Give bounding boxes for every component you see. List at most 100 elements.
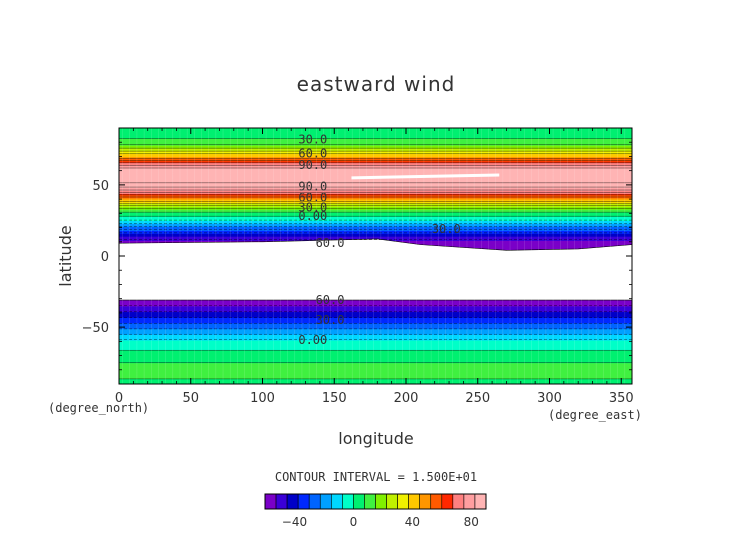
band-cell [119, 379, 632, 382]
band-cell [119, 210, 632, 213]
colorbar-cell [286, 493, 299, 510]
band-cell [119, 160, 632, 163]
band-cell [119, 322, 632, 325]
colorbar-tick-label: 80 [464, 515, 479, 529]
band-cell [119, 369, 632, 372]
band-cell [119, 147, 632, 150]
band-cell [119, 349, 632, 352]
contour-lines [119, 138, 632, 380]
band-cell [119, 184, 632, 187]
band-cell [119, 187, 632, 190]
y-axis-unit: (degree_north) [48, 401, 149, 415]
band-cell [119, 362, 632, 365]
band-cell [119, 331, 632, 334]
band-cell [119, 341, 632, 344]
colorbar-cell [397, 493, 409, 510]
colorbar-cell [474, 493, 487, 510]
band-cell [119, 317, 632, 320]
colorbar-cell [364, 493, 376, 510]
band-cell [119, 200, 632, 203]
plot-area: 30.060.090.090.060.030.00.0030.060.060.0… [119, 128, 632, 384]
band-cell [119, 220, 632, 223]
y-tick-label: 0 [101, 250, 109, 265]
band-cell [119, 209, 632, 212]
colorbar-cell [408, 493, 420, 510]
colorbar-cell [330, 493, 343, 510]
x-tick-label: 150 [322, 391, 347, 406]
contour-label: 30.0 [316, 313, 345, 327]
band-cell [119, 355, 632, 358]
band-cell [119, 325, 632, 328]
contour-label: 90.0 [298, 158, 327, 172]
colorbar-cell [275, 493, 288, 510]
band-cell [119, 378, 632, 381]
band-cell [119, 345, 632, 348]
colorbar-cell [375, 493, 387, 510]
x-axis-unit: (degree_east) [548, 408, 642, 422]
band-cell [119, 169, 632, 172]
missing-data-equatorial [119, 238, 632, 301]
colorbar-cell [463, 493, 476, 510]
band-cell [119, 339, 632, 342]
band-cell [119, 213, 632, 216]
band-cell [119, 329, 632, 332]
band-cell [119, 237, 632, 240]
band-cell [119, 199, 632, 202]
band-cell [119, 130, 632, 133]
colorbar-cell [441, 493, 454, 510]
contour-label: 30.0 [432, 222, 461, 236]
band-cell [119, 139, 632, 142]
band-cell [119, 364, 632, 367]
colorbar-frame [264, 493, 487, 510]
band-cell [119, 183, 632, 186]
band-cell [119, 308, 632, 311]
band-cell [119, 236, 632, 239]
band-cell [119, 305, 632, 308]
band-cell [119, 372, 632, 375]
band-cell [119, 301, 632, 304]
contour-interval-text: CONTOUR INTERVAL = 1.500E+01 [275, 470, 477, 484]
missing-data-regions [119, 173, 632, 301]
band-cell [119, 136, 632, 139]
band-cell [119, 347, 632, 350]
band-cell [119, 129, 632, 132]
y-axis-ticks: −50 0 50 [82, 141, 632, 371]
x-axis-ticks: 0 50 100 150 200 250 300 350 [115, 128, 634, 406]
band-cell [119, 228, 632, 231]
band-cell [119, 203, 632, 206]
x-tick-label: 300 [537, 391, 562, 406]
band-cell [119, 352, 632, 355]
x-tick-label: 350 [609, 391, 634, 406]
band-cell [119, 173, 632, 176]
band-cell [119, 327, 632, 330]
band-cell [119, 206, 632, 209]
band-cell [119, 356, 632, 359]
colorbar-cell [430, 493, 443, 510]
vertical-grid-lines [122, 128, 626, 384]
band-cell [119, 190, 632, 193]
x-tick-label: 50 [182, 391, 199, 406]
band-cell [119, 172, 632, 175]
band-cell [119, 366, 632, 369]
band-cell [119, 342, 632, 345]
band-cell [119, 332, 632, 335]
contour-label: 60.0 [298, 147, 327, 161]
band-cell [119, 302, 632, 305]
band-cell [119, 146, 632, 149]
band-cell [119, 180, 632, 183]
band-cell [119, 226, 632, 229]
colorbar-cell [419, 493, 432, 510]
band-cell [119, 194, 632, 197]
band-cell [119, 157, 632, 160]
band-cell [119, 328, 632, 331]
band-cell [119, 344, 632, 347]
band-cell [119, 376, 632, 379]
chart-title: eastward wind [297, 72, 456, 96]
band-cell [119, 230, 632, 233]
band-cell [119, 163, 632, 166]
colorbar-cell [297, 493, 310, 510]
band-cell [119, 156, 632, 159]
band-cell [119, 140, 632, 143]
